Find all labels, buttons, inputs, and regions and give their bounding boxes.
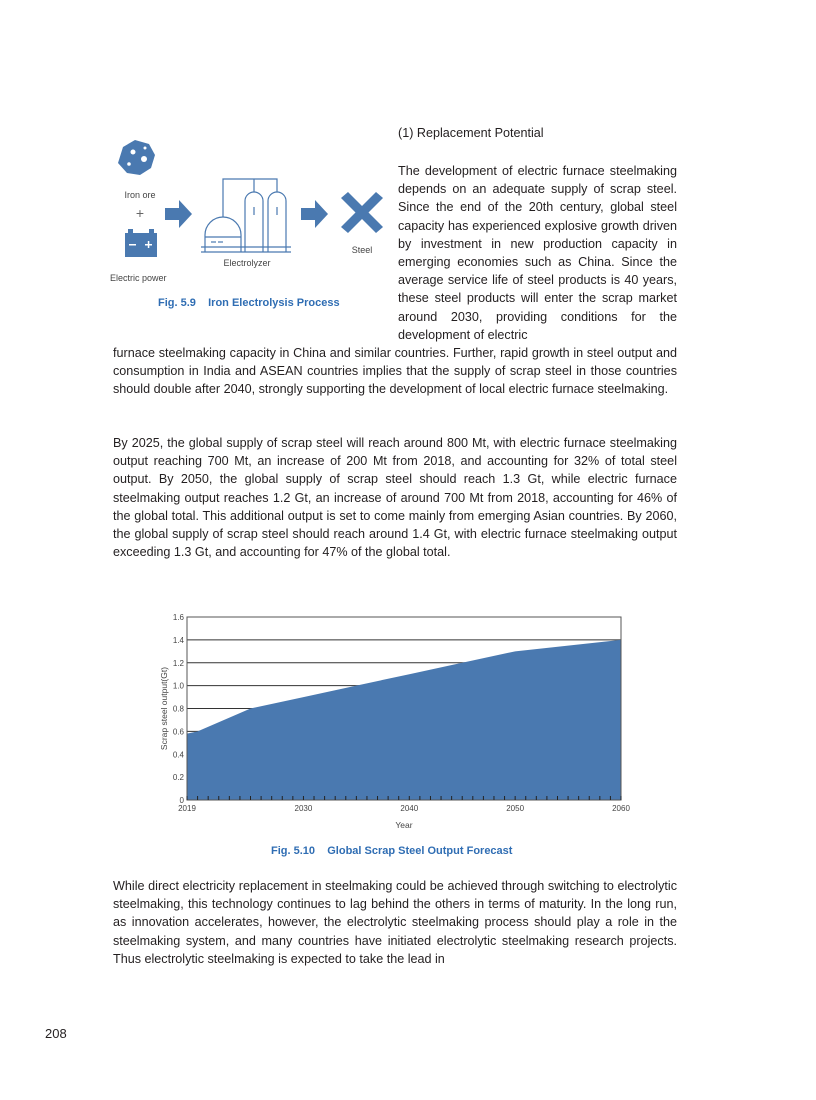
x-tick-label: 2060: [612, 804, 630, 813]
y-tick-label: 0.2: [173, 773, 185, 782]
x-tick-label: 2030: [295, 804, 313, 813]
area-series: [187, 639, 621, 800]
steel-label: Steel: [352, 245, 373, 255]
scrap-steel-chart: 0 0.2 0.4 0.6 0.8 1.0 1.2 1.4 1.6 2019 2030 2040 205…: [159, 613, 630, 830]
y-tick-label: 0: [180, 796, 185, 805]
y-tick-label: 0.4: [173, 750, 185, 759]
paragraph-1-column: The development of electric furnace stee…: [398, 164, 677, 342]
plus-label: +: [136, 205, 144, 221]
battery-icon: [125, 229, 157, 257]
electric-power-label: Electric power: [110, 273, 167, 283]
y-tick-label: 1.4: [173, 636, 185, 645]
paragraph-3: While direct electricity replacement in …: [113, 879, 677, 966]
paragraph-1-continued: furnace steelmaking capacity in China an…: [113, 346, 677, 397]
arrow-right-icon: [165, 200, 192, 228]
paragraph-2: By 2025, the global supply of scrap stee…: [113, 436, 677, 560]
y-tick-label: 1.6: [173, 613, 185, 622]
iron-electrolysis-diagram: Iron ore + Electric power Electrolyzer S…: [110, 140, 383, 283]
arrow-right-icon: [301, 200, 328, 228]
y-tick-label: 0.6: [173, 727, 185, 736]
x-tick-label: 2040: [400, 804, 418, 813]
y-tick-label: 1.0: [173, 682, 185, 691]
fig-5-9-caption: Fig. 5.9 Iron Electrolysis Process: [158, 297, 340, 309]
section-heading: (1) Replacement Potential: [398, 126, 544, 140]
y-axis-label: Scrap steel output(Gt): [159, 667, 169, 750]
steel-icon: [341, 192, 383, 233]
iron-ore-label: Iron ore: [124, 190, 155, 200]
plot-frame: [186, 616, 622, 801]
x-axis-label: Year: [395, 820, 412, 830]
y-tick-label: 0.8: [173, 705, 185, 714]
electrolyzer-icon: [201, 178, 291, 253]
fig-5-10-caption: Fig. 5.10 Global Scrap Steel Output Fore…: [271, 845, 513, 857]
page-number: 208: [45, 1026, 67, 1041]
x-tick-label: 2019: [178, 804, 196, 813]
electrolyzer-label: Electrolyzer: [223, 258, 270, 268]
iron-ore-icon: [118, 140, 155, 175]
x-tick-label: 2050: [506, 804, 524, 813]
y-tick-label: 1.2: [173, 659, 185, 668]
